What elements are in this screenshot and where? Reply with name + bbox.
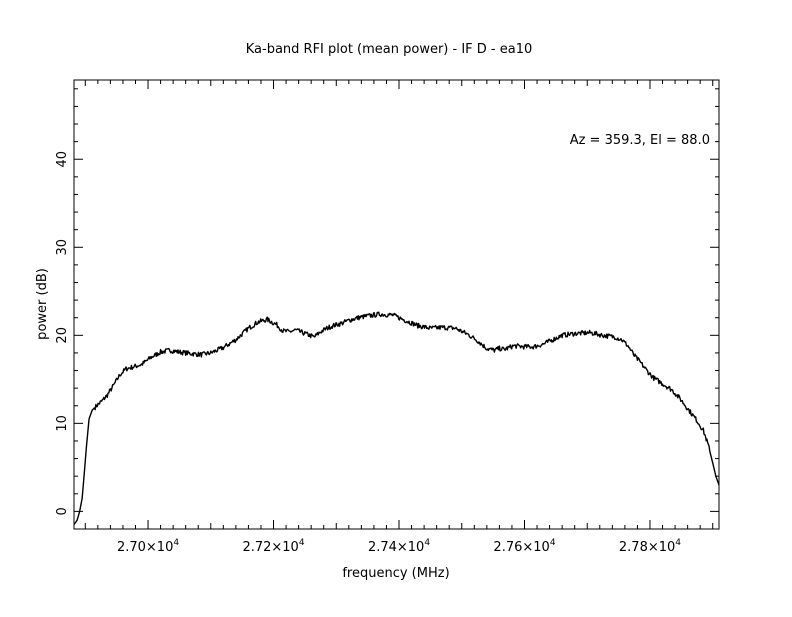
- y-tick-label: 0: [55, 507, 70, 515]
- x-tick-label: 2.78×104: [619, 538, 681, 555]
- plot-frame: [73, 79, 720, 530]
- y-tick-label: 10: [55, 415, 70, 432]
- y-tick-label: 40: [55, 151, 70, 168]
- power-series-line: [73, 311, 720, 526]
- x-axis-label: frequency (MHz): [342, 566, 449, 581]
- x-tick-label: 2.76×104: [493, 538, 555, 555]
- y-axis-ticks: 0 10 20 30 40: [55, 151, 719, 516]
- y-tick-label: 20: [55, 327, 70, 344]
- chart-title: Ka-band RFI plot (mean power) - IF D - e…: [246, 42, 533, 57]
- az-el-annotation: Az = 359.3, El = 88.0: [570, 133, 710, 148]
- y-tick-label: 30: [55, 239, 70, 256]
- y-axis-label: power (dB): [35, 268, 50, 340]
- x-axis-ticks: 2.70×104 2.72×104 2.74×104 2.76×104 2.78×104: [117, 80, 681, 555]
- minor-ticks: [74, 80, 719, 530]
- x-tick-label: 2.74×104: [368, 538, 430, 555]
- x-tick-label: 2.70×104: [117, 538, 179, 555]
- x-tick-label: 2.72×104: [242, 538, 304, 555]
